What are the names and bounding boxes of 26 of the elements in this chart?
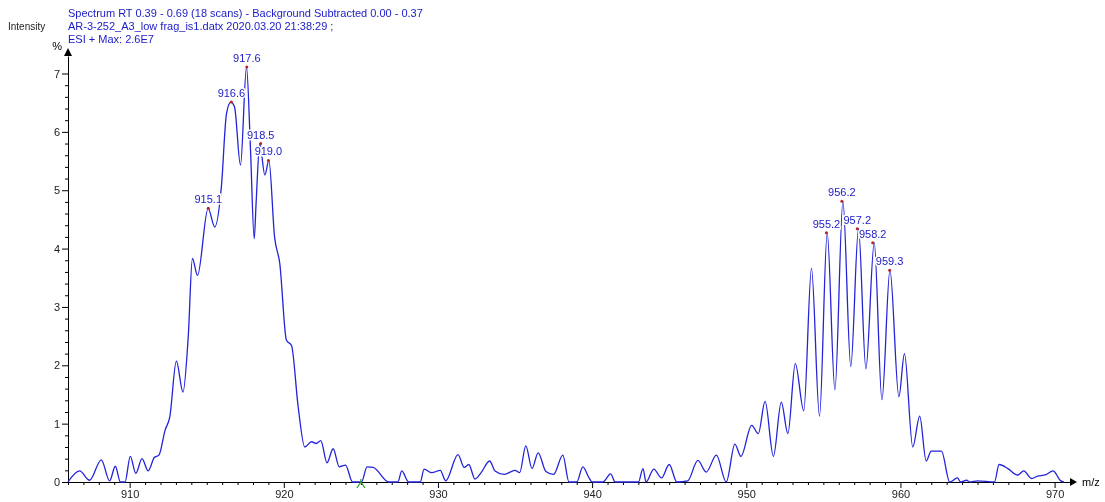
text: Intensity [8, 21, 46, 32]
annotation: 959.3 [875, 255, 904, 268]
x-tick-label: 960 [891, 487, 911, 500]
x-axis-title: m/z [1082, 476, 1100, 488]
y-tick-label: 5 [53, 184, 60, 197]
y-axis-title: % [52, 40, 63, 52]
x-tick-label: 910 [120, 487, 140, 500]
x-tick-label: 930 [429, 487, 448, 500]
annotation: 956.2 [828, 186, 856, 199]
y-tick-label: 7 [53, 67, 60, 80]
text: ESI + Max: 2.6E7 [68, 33, 154, 45]
y-tick-label: 0 [53, 476, 60, 489]
y-tick-label: 6 [53, 125, 60, 138]
annotation: 958.2 [858, 227, 887, 240]
annotation: 917.6 [233, 52, 261, 65]
y-tick-label: 4 [53, 242, 60, 255]
x-tick-label: 940 [583, 487, 602, 500]
y-tick-label: 1 [53, 417, 60, 430]
chart-subtitle: AR-3-252_A3_low frag_is1.datx 2020.03.20 21:38:29 ; [68, 20, 334, 32]
y-tick-label: 2 [53, 359, 60, 372]
annotation: 955.2 [812, 217, 841, 230]
x-tick-label: 920 [275, 487, 294, 500]
x-tick-label: 970 [1045, 487, 1065, 500]
chart-title: Spectrum RT 0.39 - 0.69 (18 scans) - Background Subtracted 0.00 - 0.37 [68, 7, 423, 19]
x-tick-label: 950 [737, 487, 756, 500]
y-tick-label: 3 [53, 300, 60, 313]
